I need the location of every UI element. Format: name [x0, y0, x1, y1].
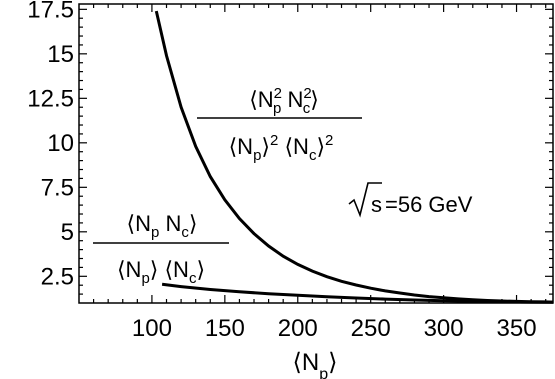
svg-text:⟨N2p N2c⟩: ⟨N2 p N2 c⟩	[249, 85, 319, 117]
series-2-curve	[161, 282, 554, 304]
plot-frame	[78, 3, 554, 304]
series-2-label: ⟨Np Nc⟩ ⟨Np⟩ ⟨Nc⟩	[93, 211, 229, 287]
y-tick-label: 17.5	[27, 0, 74, 23]
x-tick-label: 200	[278, 315, 318, 342]
x-tick-label: 250	[351, 315, 391, 342]
energy-value: =56 GeV	[385, 192, 473, 217]
series-1-curve	[154, 10, 554, 304]
x-axis-title: ⟨Np⟩	[293, 349, 338, 379]
y-tick-label: 12.5	[27, 85, 74, 112]
svg-text:⟨Np⟩ ⟨Nc⟩: ⟨Np⟩ ⟨Nc⟩	[117, 257, 205, 287]
x-tick-label: 100	[132, 315, 172, 342]
x-tick-label: 150	[205, 315, 245, 342]
series-1-label: ⟨N2 p N2 c⟩ ⟨Np⟩2 ⟨Nc⟩2	[197, 85, 362, 164]
curves	[154, 10, 554, 304]
svg-text:⟨Np⟩2 ⟨Nc⟩2: ⟨Np⟩2 ⟨Nc⟩2	[229, 132, 334, 164]
y-tick-label: 10	[47, 130, 74, 157]
y-tick-label: 7.5	[41, 174, 74, 201]
tick-labels: 2.5 5 7.5 10 12.5 15 17.5 100 150 200 250 300 350	[27, 0, 536, 342]
svg-text:⟨Np Nc⟩: ⟨Np Nc⟩	[127, 211, 198, 241]
y-tick-label: 15	[47, 41, 74, 68]
y-tick-label: 5	[61, 219, 74, 246]
energy-annotation: s =56 GeV	[348, 182, 473, 218]
y-tick-label: 2.5	[41, 263, 74, 290]
energy-sqrt-arg: s	[371, 192, 382, 217]
x-tick-label: 350	[497, 315, 537, 342]
x-tick-label: 300	[424, 315, 464, 342]
